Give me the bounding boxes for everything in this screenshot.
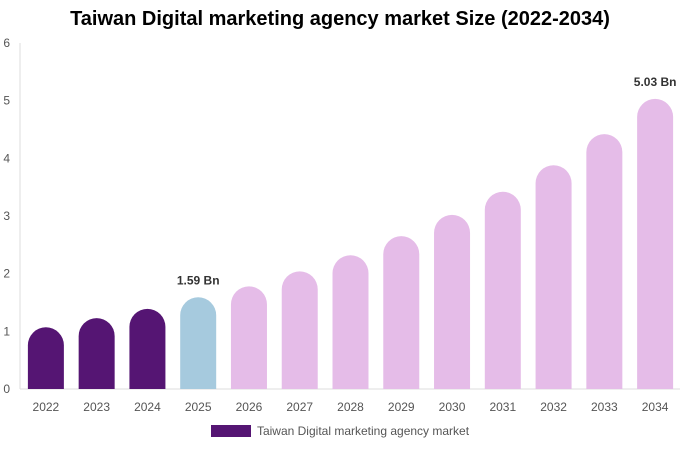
bar-2028 <box>332 255 369 389</box>
y-tick-label: 6 <box>3 36 10 50</box>
bars <box>27 98 674 389</box>
bar-2027 <box>281 271 318 389</box>
data-labels: 1.59 Bn 5.03 Bn <box>177 75 677 287</box>
x-tick-label: 2025 <box>185 400 212 414</box>
y-tick-label: 2 <box>3 267 10 281</box>
x-tick-label: 2022 <box>33 400 60 414</box>
y-tick-labels: 0 1 2 3 4 5 6 <box>3 36 10 396</box>
bar-2023 <box>78 318 115 389</box>
legend-label: Taiwan Digital marketing agency market <box>256 424 470 438</box>
y-tick-label: 5 <box>3 94 10 108</box>
data-label-2025: 1.59 Bn <box>177 273 220 287</box>
x-tick-label: 2029 <box>388 400 415 414</box>
x-tick-label: 2030 <box>439 400 466 414</box>
bar-2022 <box>27 327 64 389</box>
x-tick-label: 2032 <box>540 400 567 414</box>
x-tick-label: 2034 <box>642 400 669 414</box>
x-tick-labels: 2022 2023 2024 2025 2026 2027 2028 2029 2030 2031… <box>33 400 669 414</box>
x-tick-label: 2033 <box>591 400 618 414</box>
y-tick-label: 0 <box>3 382 10 396</box>
bar-2033 <box>586 134 623 389</box>
legend-swatch <box>210 425 251 437</box>
x-tick-label: 2031 <box>489 400 516 414</box>
x-tick-label: 2027 <box>286 400 313 414</box>
chart-title: Taiwan Digital marketing agency market S… <box>70 8 610 30</box>
legend: Taiwan Digital marketing agency market <box>0 424 680 438</box>
bar-2030 <box>434 214 471 389</box>
y-tick-label: 1 <box>3 324 10 338</box>
x-tick-label: 2026 <box>236 400 263 414</box>
x-tick-label: 2028 <box>337 400 364 414</box>
x-tick-label: 2024 <box>134 400 161 414</box>
y-tick-label: 4 <box>3 151 10 165</box>
bar-2032 <box>535 165 572 389</box>
bar-2026 <box>230 286 267 389</box>
data-label-2034: 5.03 Bn <box>634 75 677 89</box>
bar-2029 <box>383 236 420 389</box>
bar-2034 <box>637 98 674 389</box>
y-tick-label: 3 <box>3 209 10 223</box>
bar-2024 <box>129 308 166 389</box>
x-tick-label: 2023 <box>83 400 110 414</box>
bar-2025 <box>180 297 217 389</box>
bar-2031 <box>484 191 521 389</box>
